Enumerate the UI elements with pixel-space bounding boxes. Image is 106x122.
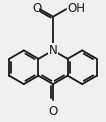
Text: O: O [48,105,58,118]
Text: N: N [49,44,57,57]
Text: O: O [32,2,42,15]
Text: OH: OH [67,2,85,15]
